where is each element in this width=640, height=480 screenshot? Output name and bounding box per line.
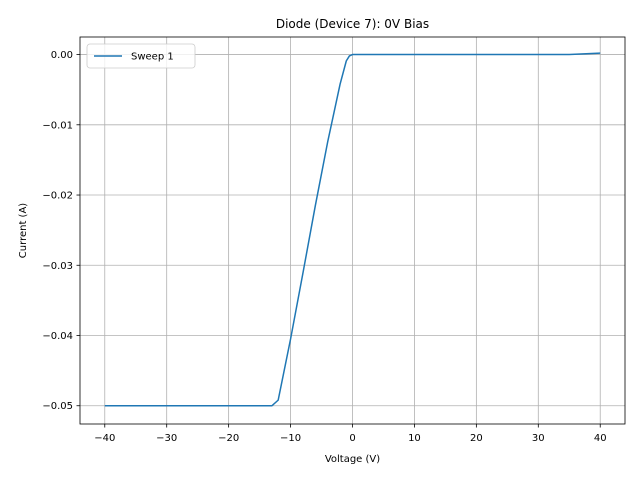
series-line bbox=[104, 52, 601, 407]
y-tick-label: 0.00 bbox=[51, 50, 73, 61]
y-tick-label: −0.02 bbox=[42, 191, 73, 202]
y-axis: −0.05 −0.04 −0.03 −0.02 −0.01 0.00 bbox=[42, 50, 80, 412]
x-tick-label: −20 bbox=[218, 433, 239, 444]
x-axis-label: Voltage (V) bbox=[325, 454, 380, 465]
x-tick-label: 0 bbox=[349, 433, 355, 444]
y-axis-label: Current (A) bbox=[18, 203, 29, 258]
legend-box bbox=[86, 43, 196, 69]
x-tick-label: −30 bbox=[156, 433, 177, 444]
chart-title: Diode (Device 7): 0V Bias bbox=[276, 17, 429, 31]
series-layer bbox=[104, 52, 601, 407]
y-tick-label: −0.04 bbox=[42, 331, 73, 342]
legend-label: Sweep 1 bbox=[131, 52, 174, 63]
x-tick-label: −10 bbox=[280, 433, 301, 444]
y-tick-label: −0.03 bbox=[42, 261, 73, 272]
y-tick-label: −0.01 bbox=[42, 120, 73, 131]
x-axis: −40 −30 −20 −10 0 10 20 30 40 bbox=[94, 424, 607, 444]
x-tick-label: 30 bbox=[532, 433, 545, 444]
y-tick-label: −0.05 bbox=[42, 401, 73, 412]
x-tick-label: 20 bbox=[470, 433, 483, 444]
x-tick-label: −40 bbox=[94, 433, 115, 444]
x-tick-label: 10 bbox=[408, 433, 421, 444]
grid bbox=[80, 37, 625, 424]
legend: Sweep 1 bbox=[86, 43, 196, 69]
x-tick-label: 40 bbox=[594, 433, 607, 444]
